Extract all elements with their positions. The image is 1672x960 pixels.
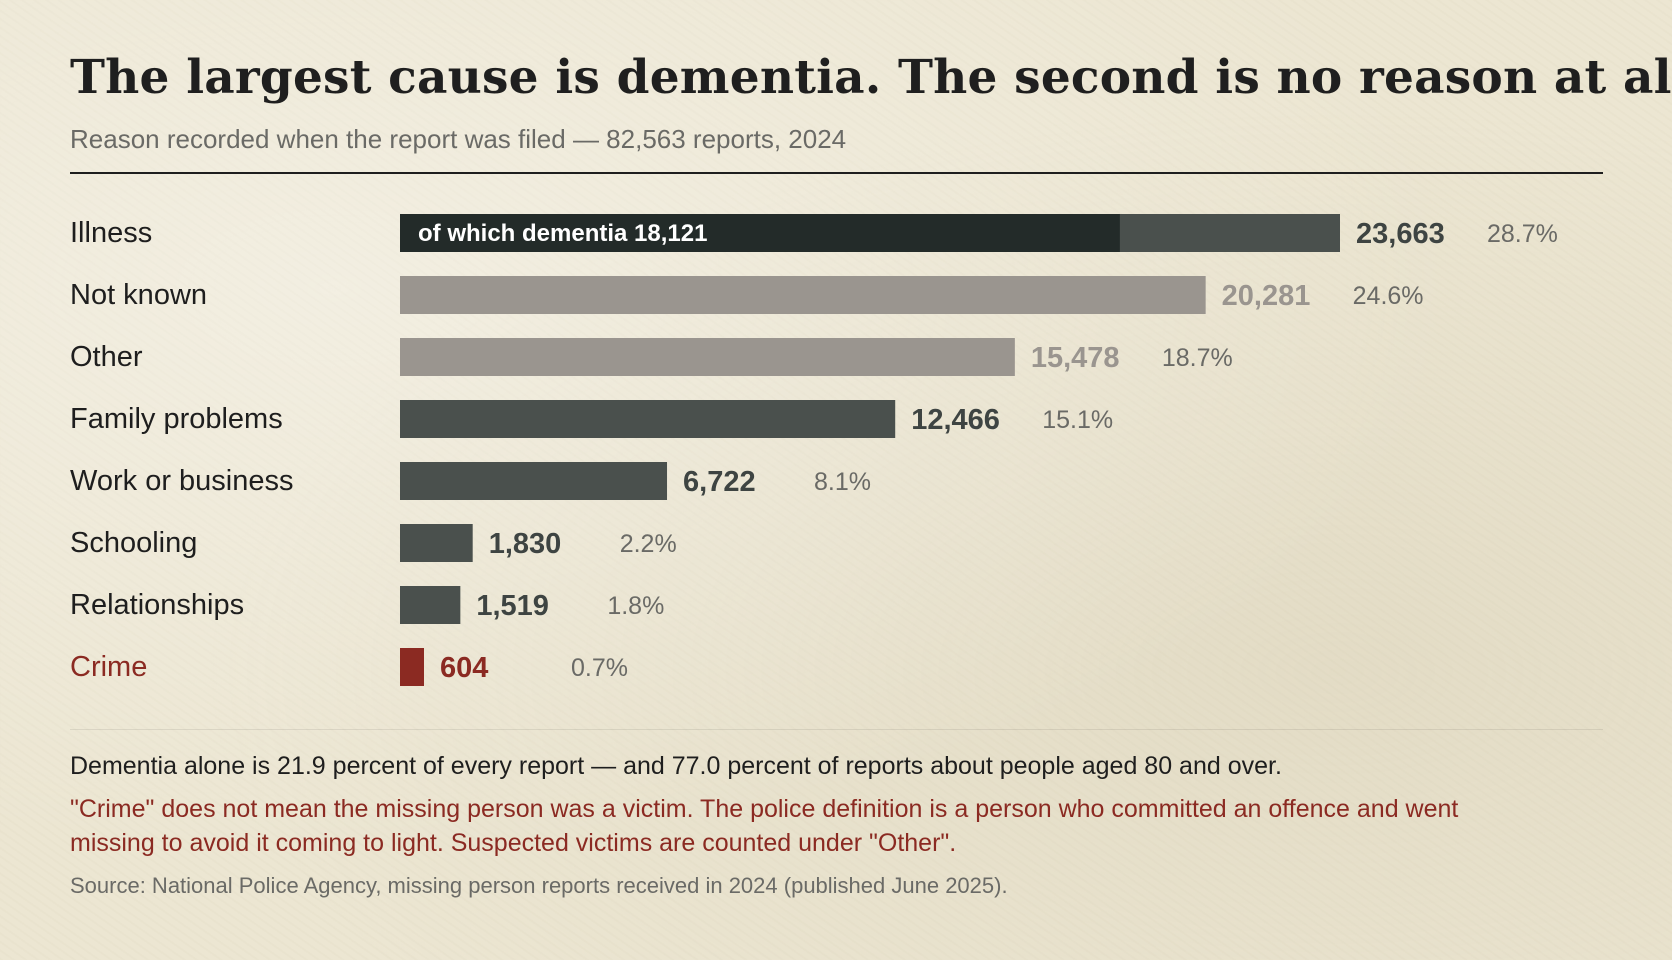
chart-title: The largest cause is dementia. The secon… — [70, 50, 1672, 105]
category-label: Schooling — [70, 527, 197, 559]
value-label: 20,281 — [1222, 280, 1311, 312]
bar-work-or-business — [400, 462, 668, 500]
bar-relationships — [400, 586, 461, 624]
bar-family-problems — [400, 400, 896, 438]
category-label: Crime — [70, 651, 147, 683]
bar-other — [400, 338, 1015, 376]
category-label: Illness — [70, 217, 152, 249]
percent-label: 18.7% — [1162, 344, 1233, 372]
bar-chart: Illness of which dementia 18,121 23,663 28.… — [70, 214, 1558, 686]
chart-subtitle: Reason recorded when the report was file… — [70, 124, 847, 154]
percent-label: 2.2% — [620, 530, 677, 558]
crime-note: "Crime" does not mean the missing person… — [70, 795, 1459, 857]
value-label: 604 — [440, 652, 488, 684]
bar-dementia-segment — [400, 214, 1120, 252]
bar-crime — [400, 648, 424, 686]
bar-not-known — [400, 276, 1206, 314]
title-divider — [70, 172, 1603, 174]
percent-label: 8.1% — [814, 468, 871, 496]
category-label: Family problems — [70, 403, 283, 435]
value-label: 1,830 — [489, 528, 562, 560]
percent-label: 0.7% — [571, 654, 628, 682]
percent-label: 1.8% — [607, 592, 664, 620]
percent-label: 24.6% — [1353, 282, 1424, 310]
percent-label: 15.1% — [1042, 406, 1113, 434]
dementia-segment-label: of which dementia 18,121 — [418, 220, 707, 247]
source-note: Source: National Police Agency, missing … — [70, 873, 1008, 898]
dementia-note: Dementia alone is 21.9 percent of every … — [70, 752, 1282, 780]
category-label: Work or business — [70, 465, 294, 497]
category-label: Other — [70, 341, 143, 373]
value-label: 6,722 — [683, 466, 756, 498]
category-label: Not known — [70, 279, 207, 311]
notes-divider — [70, 729, 1603, 730]
value-label: 12,466 — [911, 404, 1000, 436]
bar-schooling — [400, 524, 473, 562]
category-label: Relationships — [70, 589, 244, 621]
value-label: 15,478 — [1031, 342, 1120, 374]
value-label: 1,519 — [476, 590, 549, 622]
percent-label: 28.7% — [1487, 220, 1558, 248]
value-label: 23,663 — [1356, 218, 1445, 250]
